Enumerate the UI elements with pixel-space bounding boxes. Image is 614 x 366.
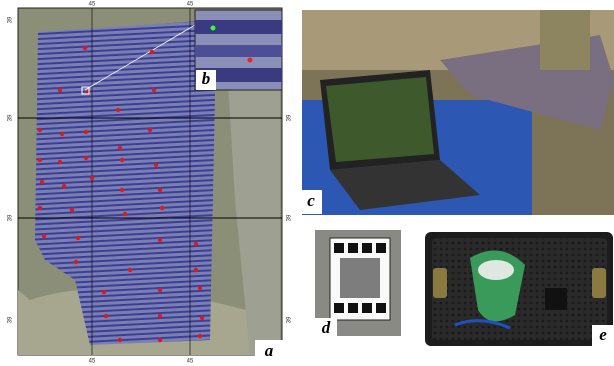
panel-label: c: [307, 191, 315, 210]
sample-point: [123, 212, 127, 216]
map-tick-label: 45: [89, 359, 96, 365]
panel-c: c: [300, 10, 614, 215]
map-tick-label: 45: [89, 2, 96, 8]
map-tick-label: 39: [8, 16, 14, 23]
sample-point: [128, 268, 132, 272]
inset-row: [195, 20, 282, 34]
marker: [362, 303, 372, 313]
map-tick-label: 39: [8, 114, 14, 121]
grey-patch: [340, 258, 380, 298]
panel-label: d: [322, 318, 331, 337]
sample-point: [102, 290, 106, 294]
sample-point: [158, 338, 162, 342]
sample-point: [90, 176, 94, 180]
panel-d: d: [315, 230, 401, 340]
panel-label: e: [599, 325, 607, 344]
marker: [362, 243, 372, 253]
sample-point: [83, 46, 87, 50]
sample-point: [118, 146, 122, 150]
sample-point: [38, 128, 42, 132]
sample-point: [74, 260, 78, 264]
sample-point: [158, 238, 162, 242]
marker: [348, 243, 358, 253]
sample-point: [42, 234, 46, 238]
sample-point: [158, 288, 162, 292]
sample-point: [158, 314, 162, 318]
sample-point: [200, 316, 204, 320]
sample-point: [198, 286, 202, 290]
person: [540, 10, 590, 70]
sample-point: [160, 206, 164, 210]
sample-point: [194, 268, 198, 272]
sample-point: [154, 163, 158, 167]
sample-point: [148, 128, 152, 132]
sample-point: [158, 188, 162, 192]
sample-point: [248, 58, 253, 63]
marker: [376, 303, 386, 313]
panel-label: a: [265, 341, 274, 360]
latch: [592, 268, 606, 298]
sample-point: [76, 236, 80, 240]
screen-image: [326, 77, 434, 162]
sensor: [545, 288, 567, 310]
sample-point: [58, 88, 62, 92]
sample-point: [198, 334, 202, 338]
map-tick-label: 45: [187, 2, 194, 8]
sample-point: [104, 314, 108, 318]
map-tick-label: 39: [287, 114, 293, 121]
panel-e: e: [425, 232, 614, 347]
sample-point: [38, 158, 42, 162]
sample-point: [120, 188, 124, 192]
marker: [334, 243, 344, 253]
sample-point: [150, 50, 154, 54]
map-tick-label: 39: [8, 316, 14, 323]
panel-label: b: [202, 69, 211, 88]
sample-point: [120, 158, 124, 162]
figure: a b c d: [0, 0, 614, 366]
gps-point: [211, 26, 216, 31]
sample-point: [152, 88, 156, 92]
sample-point: [118, 338, 122, 342]
sample-point: [60, 132, 64, 136]
marker: [348, 303, 358, 313]
marker: [376, 243, 386, 253]
panel-b: b: [195, 10, 282, 90]
sample-point: [84, 130, 88, 134]
sample-point: [62, 184, 66, 188]
sample-point: [38, 206, 42, 210]
sample-point: [194, 242, 198, 246]
map-tick-label: 45: [187, 359, 194, 365]
map-tick-label: 39: [8, 214, 14, 221]
sample-point: [70, 208, 74, 212]
sample-point: [40, 180, 44, 184]
latch: [433, 268, 447, 298]
sample-point: [84, 156, 88, 160]
sample-point: [116, 108, 120, 112]
marker: [334, 303, 344, 313]
inset-row: [195, 45, 282, 57]
meter-display: [478, 260, 514, 280]
sample-point: [58, 160, 62, 164]
map-tick-label: 39: [287, 316, 293, 323]
map-tick-label: 39: [287, 214, 293, 221]
